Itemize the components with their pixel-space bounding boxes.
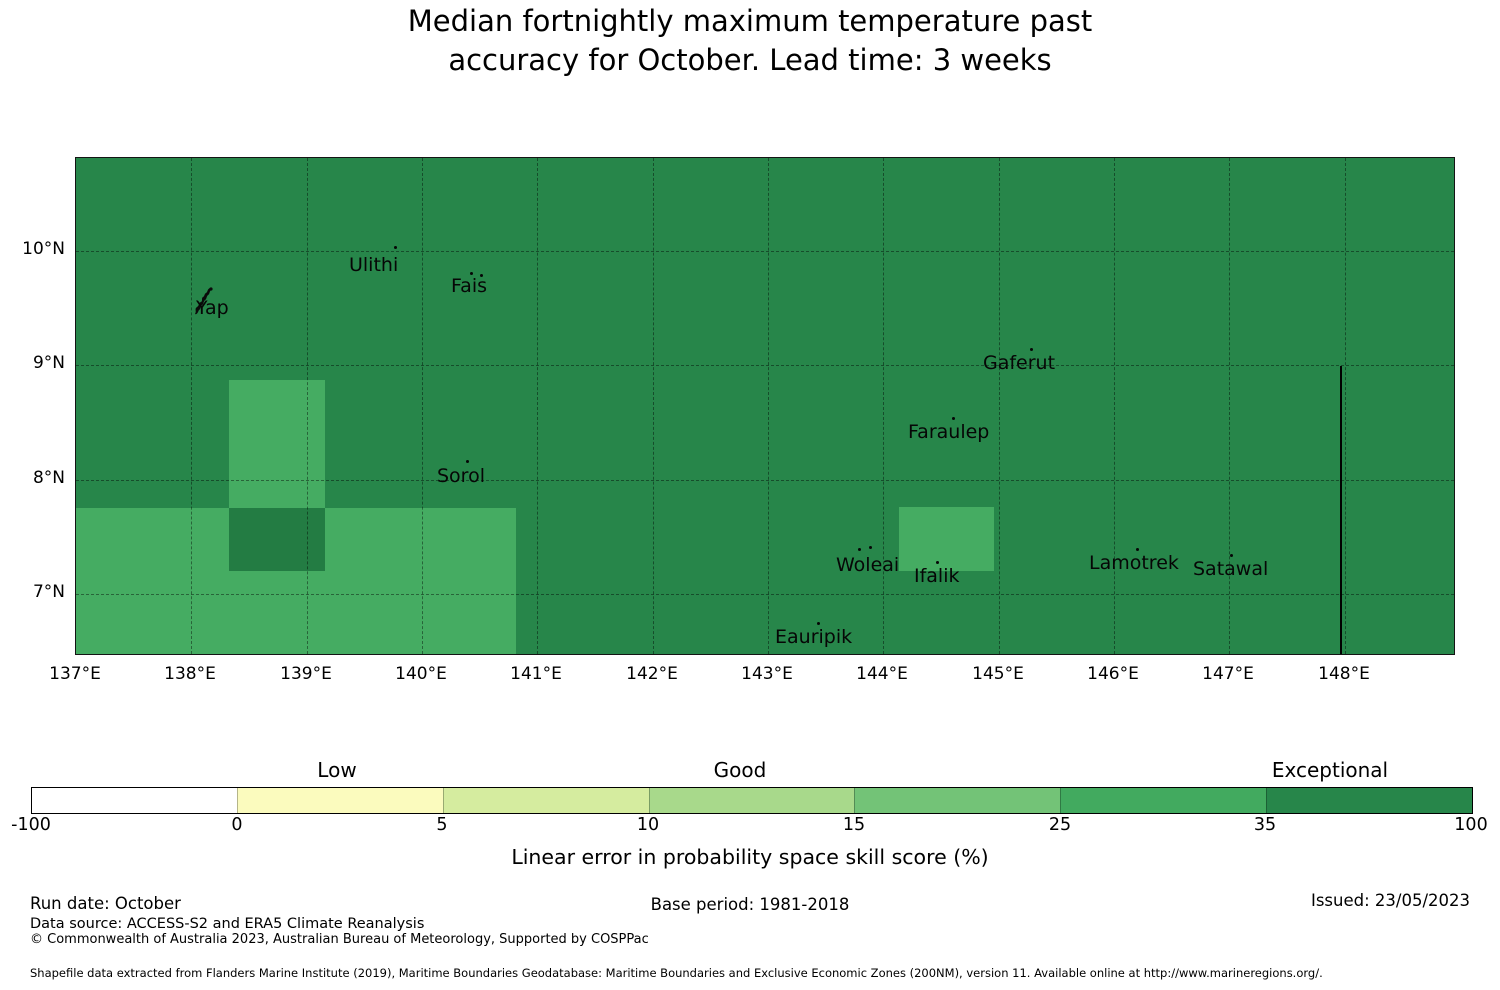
latitude-tick-label: 8°N	[32, 468, 65, 488]
map-panel	[75, 157, 1455, 655]
chart-title: Median fortnightly maximum temperature p…	[407, 4, 1093, 77]
longitude-tick-label: 144°E	[856, 664, 908, 684]
gridline-meridian	[999, 158, 1000, 654]
gridline-meridian	[653, 158, 654, 654]
gridline-meridian	[422, 158, 423, 654]
longitude-tick-label: 140°E	[395, 664, 447, 684]
colorbar-segment	[236, 788, 443, 813]
gridline-meridian	[307, 158, 308, 654]
gridline-meridian	[1345, 158, 1346, 654]
footer-issued-date: Issued: 23/05/2023	[1310, 891, 1470, 910]
colorbar-tick-label: 100	[1454, 815, 1488, 835]
colorbar-segment	[1060, 788, 1267, 813]
colorbar-tick-label: 35	[1253, 815, 1277, 835]
longitude-tick-label: 145°E	[972, 664, 1024, 684]
skill-cell	[229, 380, 325, 508]
longitude-tick-label: 142°E	[626, 664, 678, 684]
gridline-parallel	[76, 480, 1454, 481]
longitude-tick-label: 141°E	[510, 664, 562, 684]
footer-run-date: Run date: October	[30, 894, 181, 913]
latitude-tick-label: 9°N	[32, 353, 65, 373]
longitude-tick-label: 147°E	[1202, 664, 1254, 684]
longitude-tick-label: 148°E	[1318, 664, 1370, 684]
colorbar-tick-label: 25	[1048, 815, 1072, 835]
colorbar-tick-label: 5	[436, 815, 448, 835]
gridline-parallel	[76, 251, 1454, 252]
colorbar-category-label: Good	[713, 758, 767, 782]
skill-cell	[899, 507, 994, 571]
colorbar	[31, 787, 1473, 814]
colorbar-segment	[648, 788, 855, 813]
colorbar-category-label: Exceptional	[1271, 758, 1389, 782]
latitude-tick-label: 7°N	[32, 582, 65, 602]
longitude-tick-label: 137°E	[49, 664, 101, 684]
colorbar-axis-label: Linear error in probability space skill …	[511, 845, 989, 869]
gridline-meridian	[537, 158, 538, 654]
colorbar-segment	[854, 788, 1061, 813]
gridline-meridian	[191, 158, 192, 654]
eez-boundary-line	[1340, 366, 1342, 654]
footer-base-period: Base period: 1981-2018	[650, 895, 850, 914]
colorbar-segment	[32, 788, 237, 813]
longitude-tick-label: 146°E	[1087, 664, 1139, 684]
longitude-tick-label: 143°E	[741, 664, 793, 684]
yap-islands-icon	[195, 287, 213, 315]
gridline-meridian	[883, 158, 884, 654]
colorbar-tick-label: 10	[636, 815, 660, 835]
footer-copyright: © Commonwealth of Australia 2023, Austra…	[30, 932, 649, 947]
colorbar-tick-label: -100	[11, 815, 51, 835]
gridline-meridian	[768, 158, 769, 654]
gridline-meridian	[1229, 158, 1230, 654]
gridline-parallel	[76, 365, 1454, 366]
gridline-parallel	[76, 594, 1454, 595]
footer-data-source: Data source: ACCESS-S2 and ERA5 Climate …	[30, 916, 425, 932]
gridline-meridian	[1114, 158, 1115, 654]
colorbar-segment	[1266, 788, 1473, 813]
footer-shapefile-note: Shapefile data extracted from Flanders M…	[30, 966, 1323, 980]
colorbar-tick-label: 0	[231, 815, 243, 835]
longitude-tick-label: 138°E	[164, 664, 216, 684]
latitude-tick-label: 10°N	[22, 239, 65, 259]
colorbar-segment	[442, 788, 649, 813]
colorbar-category-label: Low	[317, 758, 357, 782]
longitude-tick-label: 139°E	[280, 664, 332, 684]
skill-cell	[229, 508, 325, 571]
colorbar-tick-label: 15	[842, 815, 866, 835]
